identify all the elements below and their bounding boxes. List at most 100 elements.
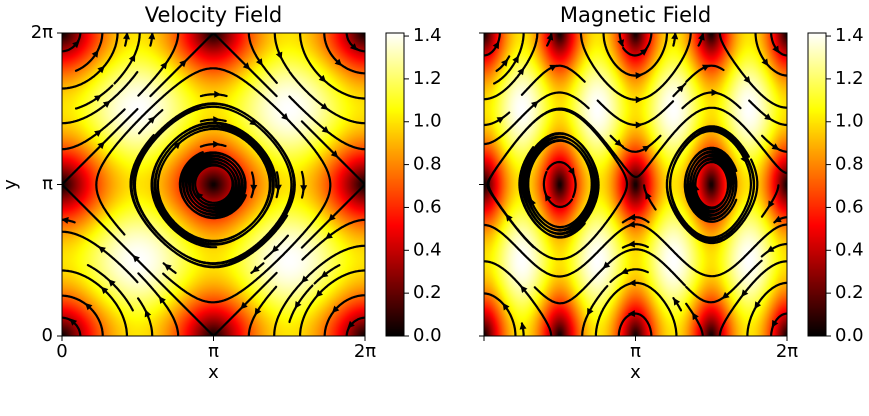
streamline-arrow xyxy=(252,265,260,273)
streamline-arrow xyxy=(617,39,625,47)
colorbar-tick-label: 1.4 xyxy=(413,25,442,46)
streamline-arrow xyxy=(147,116,156,124)
y-tick-label: π xyxy=(42,174,53,195)
streamline-arrow xyxy=(100,286,109,295)
streamline-arrow xyxy=(692,183,700,192)
streamline xyxy=(137,272,180,336)
streamline-arrow xyxy=(128,54,136,62)
streamline xyxy=(594,281,678,336)
x-tick-label: π xyxy=(630,341,641,362)
streamline xyxy=(602,33,669,77)
streamline-arrow xyxy=(62,217,69,224)
colorbar-tick-label: 0.8 xyxy=(835,154,864,175)
streamline-arrow xyxy=(761,58,769,67)
streamline-arrow xyxy=(614,139,623,147)
streamline-arrow xyxy=(768,200,775,209)
streamline-arrow xyxy=(179,59,187,68)
streamline-arrow xyxy=(256,58,263,66)
streamline-arrow xyxy=(320,102,329,110)
streamline-arrow xyxy=(640,48,648,56)
streamline-arrow xyxy=(754,301,762,310)
streamline-arrow xyxy=(328,213,336,222)
streamline-arrow xyxy=(635,121,643,129)
streamline xyxy=(609,268,649,283)
streamlines xyxy=(484,33,787,336)
streamline xyxy=(199,143,227,148)
streamline xyxy=(273,33,290,72)
streamline-arrow xyxy=(334,58,342,66)
streamline-arrow xyxy=(628,279,636,287)
streamline xyxy=(685,302,704,336)
streamline-arrow xyxy=(741,289,749,297)
streamline-arrow xyxy=(492,41,500,50)
colorbar-tick-label: 0.0 xyxy=(835,325,864,346)
streamline-arrow xyxy=(132,255,140,263)
streamline-arrow xyxy=(635,72,643,79)
streamline-arrow xyxy=(702,64,710,71)
streamline-arrow xyxy=(144,309,152,318)
streamline xyxy=(300,170,305,199)
colorbar-tick-label: 0.6 xyxy=(413,196,442,217)
streamline xyxy=(62,269,128,336)
colorbar-frame xyxy=(385,32,405,337)
streamline-arrow xyxy=(642,145,651,153)
streamline-arrow xyxy=(72,40,80,49)
streamline xyxy=(718,33,787,109)
streamline-arrow xyxy=(108,279,116,287)
streamline xyxy=(770,33,787,57)
streamline xyxy=(199,93,228,98)
streamline-arrow xyxy=(97,65,105,74)
colorbar-tick-label: 1.0 xyxy=(835,111,864,132)
streamline-arrow xyxy=(496,117,505,124)
streamline-arrow xyxy=(505,213,513,222)
streamline xyxy=(247,285,278,336)
streamline xyxy=(288,71,365,125)
streamline xyxy=(74,84,114,110)
streamline xyxy=(86,264,134,312)
streamline-arrow xyxy=(213,116,221,124)
streamline-arrow xyxy=(321,126,330,134)
streamline xyxy=(74,33,104,72)
streamline xyxy=(518,132,600,239)
streamline xyxy=(761,134,787,153)
x-tick-label: 0 xyxy=(56,341,67,362)
streamline-arrow xyxy=(512,55,519,64)
streamline xyxy=(62,316,82,336)
y-axis-label: y xyxy=(0,179,21,190)
streamline xyxy=(685,259,763,304)
streamline xyxy=(493,33,525,85)
streamline-arrow xyxy=(347,320,355,329)
streamline-arrow xyxy=(698,33,705,41)
streamline-arrow xyxy=(123,33,130,40)
colorbar-tick-label: 1.0 xyxy=(413,111,442,132)
streamline xyxy=(760,184,780,218)
colorbar-tick-label: 1.4 xyxy=(835,25,864,46)
chart-title: Velocity Field xyxy=(145,3,283,27)
streamline-arrow xyxy=(627,240,635,248)
streamline xyxy=(288,284,314,324)
streamline-arrow xyxy=(627,220,636,228)
x-tick-label: 2π xyxy=(776,341,798,362)
streamline xyxy=(495,55,511,72)
streamline-arrow xyxy=(173,141,181,150)
x-tick-label: 2π xyxy=(354,341,376,362)
colorbar: 0.0 0.2 0.4 0.6 0.8 1.0 1.2 1.4 xyxy=(807,25,864,346)
streamline-arrow xyxy=(94,129,102,137)
y-tick-label: 2π xyxy=(31,22,53,43)
streamline-arrow xyxy=(671,33,679,40)
streamline-arrow xyxy=(711,89,719,96)
x-axis-label: x xyxy=(208,362,219,383)
streamline-arrow xyxy=(549,64,558,72)
streamline xyxy=(621,242,649,249)
streamline xyxy=(62,71,139,125)
streamline-arrow xyxy=(250,184,258,192)
streamline xyxy=(748,99,787,127)
streamline-arrow xyxy=(743,76,751,84)
colorbar-tick-label: 0.8 xyxy=(413,154,442,175)
streamline xyxy=(484,33,539,101)
streamline-arrow xyxy=(517,67,525,76)
colorbar-tick-label: 0.2 xyxy=(413,282,442,303)
streamline-arrow xyxy=(635,96,643,104)
